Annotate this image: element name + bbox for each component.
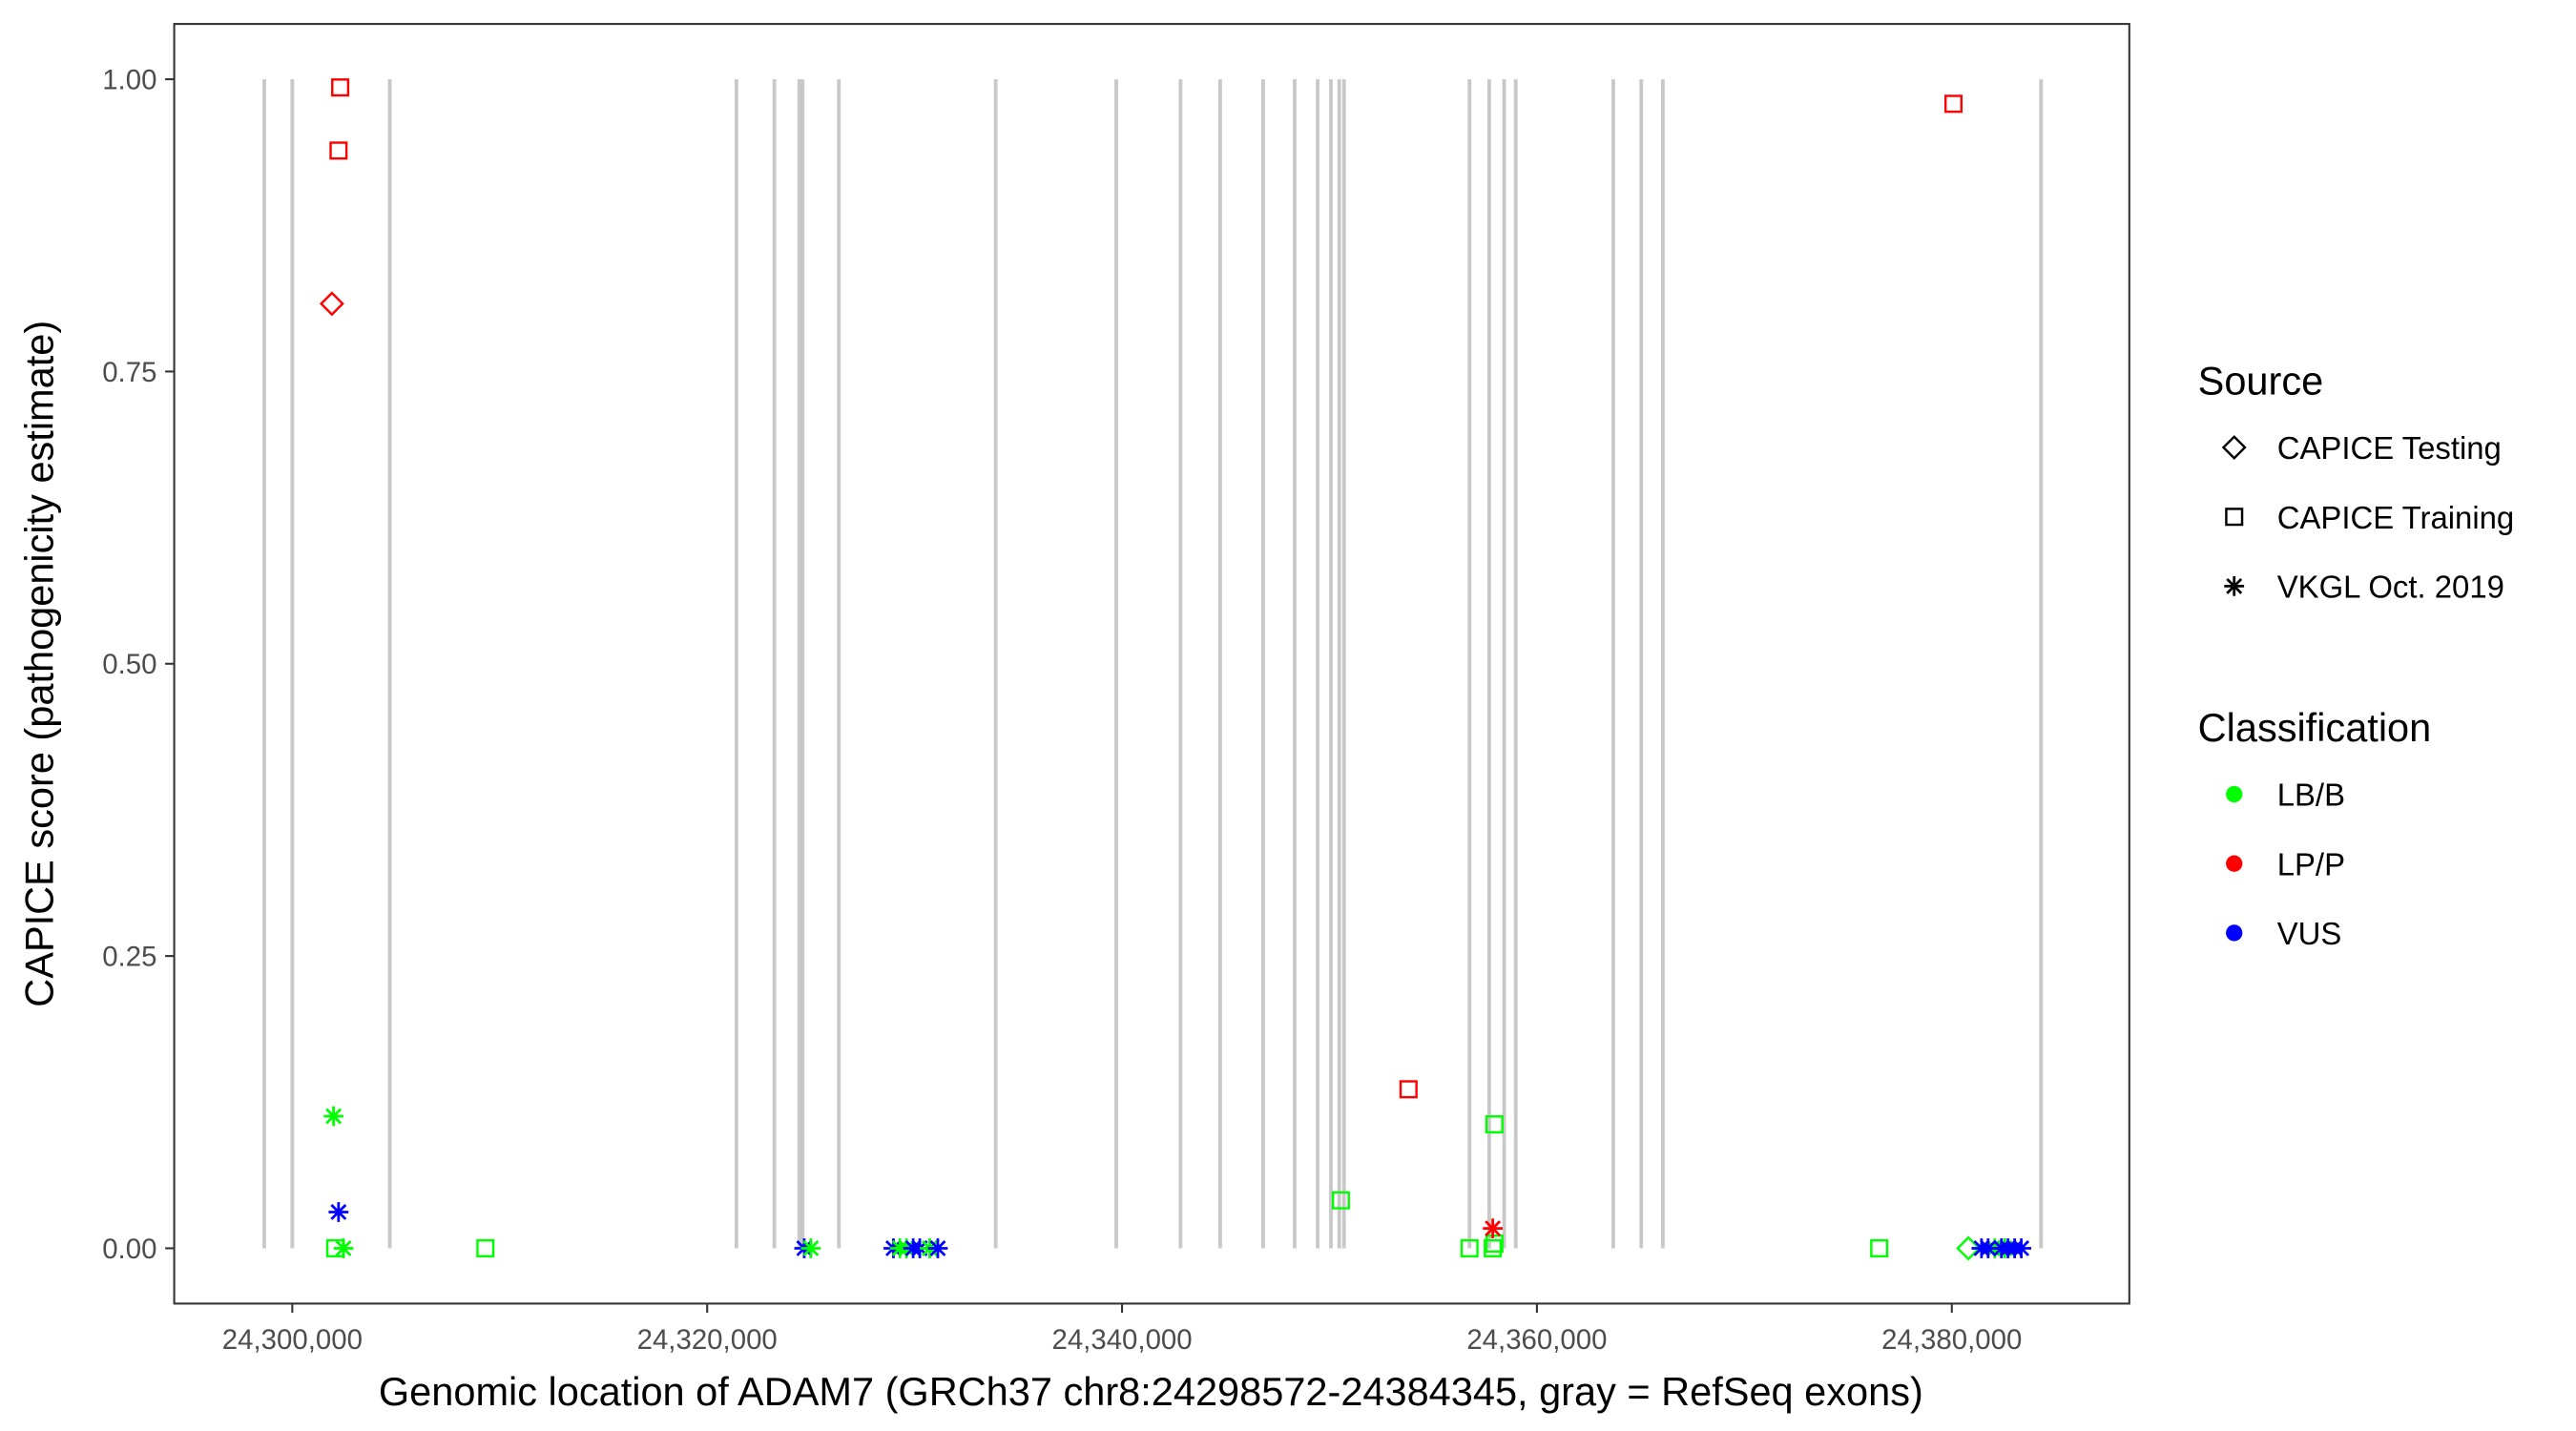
- y-tick-label: 0.50: [102, 649, 156, 680]
- data-point: [1399, 1080, 1418, 1099]
- legend-square-icon: [2225, 508, 2244, 527]
- data-point: [328, 1202, 349, 1222]
- data-point: [333, 1238, 354, 1258]
- plot-panel: [173, 23, 2130, 1305]
- exon-lines: [262, 79, 2044, 1249]
- data-point: [476, 1238, 495, 1257]
- data-point: [1485, 1115, 1504, 1134]
- square-marker: [2225, 508, 2244, 527]
- y-tick-label: 1.00: [102, 64, 156, 95]
- data-point: [1978, 1238, 1999, 1258]
- data-point: [1484, 1238, 1503, 1257]
- data-point: [927, 1238, 948, 1258]
- asterisk-marker: [333, 1238, 354, 1258]
- data-point: [1460, 1238, 1479, 1257]
- asterisk-marker: [323, 1106, 344, 1127]
- square-marker: [1460, 1238, 1479, 1257]
- legend-source-title: Source: [2198, 359, 2324, 404]
- x-axis-label: Genomic location of ADAM7 (GRCh37 chr8:2…: [379, 1369, 1923, 1414]
- square-marker: [1331, 1191, 1350, 1210]
- square-marker: [1484, 1238, 1503, 1257]
- asterisk-marker: [2011, 1238, 2031, 1258]
- legend-source-label: VKGL Oct. 2019: [2277, 570, 2504, 605]
- legend-dot-icon: [2226, 855, 2243, 872]
- legend-classification-label: LB/B: [2277, 778, 2345, 813]
- data-point: [1483, 1218, 1503, 1239]
- data-point: [1485, 1234, 1504, 1254]
- y-axis-label: CAPICE score (pathogenicity estimate): [16, 321, 61, 1007]
- data-point: [1956, 1235, 1982, 1261]
- x-tick-label: 24,360,000: [1466, 1324, 1607, 1356]
- x-tick-label: 24,300,000: [222, 1324, 363, 1356]
- legend-dot-icon: [2226, 785, 2243, 803]
- x-tick-label: 24,380,000: [1881, 1324, 2022, 1356]
- data-point: [800, 1238, 821, 1258]
- legend-source-label: CAPICE Testing: [2277, 430, 2502, 466]
- data-point: [319, 291, 344, 317]
- square-marker: [331, 78, 350, 97]
- x-tick-label: 24,340,000: [1051, 1324, 1192, 1356]
- diamond-marker: [2221, 435, 2247, 460]
- legend-classification-title: Classification: [2198, 705, 2432, 750]
- legend-classification-label: LP/P: [2277, 846, 2345, 881]
- square-marker: [329, 141, 348, 160]
- x-axis-ticks: 24,300,000 24,320,000 24,340,000 24,360,000…: [222, 1304, 2022, 1356]
- square-marker: [1399, 1080, 1418, 1099]
- diamond-marker: [1956, 1235, 1982, 1261]
- data-point: [909, 1238, 930, 1258]
- legend-asterisk-icon: [2224, 576, 2245, 596]
- data-point: [1331, 1191, 1350, 1210]
- asterisk-marker: [2224, 576, 2245, 596]
- data-point: [323, 1106, 344, 1127]
- data-points: [319, 78, 2031, 1261]
- square-marker: [476, 1238, 495, 1257]
- legend-source-label: CAPICE Training: [2277, 500, 2515, 535]
- diamond-marker: [319, 291, 344, 317]
- data-point: [1943, 94, 1963, 114]
- square-marker: [1485, 1234, 1504, 1254]
- y-axis-ticks: 0.00 0.25 0.50 0.75 1.00: [102, 64, 174, 1265]
- asterisk-marker: [800, 1238, 821, 1258]
- y-tick-label: 0.75: [102, 357, 156, 388]
- x-tick-label: 24,320,000: [637, 1324, 778, 1356]
- data-point: [329, 141, 348, 160]
- legend-classification-label: VUS: [2277, 916, 2342, 951]
- y-tick-label: 0.00: [102, 1234, 156, 1265]
- asterisk-marker: [328, 1202, 349, 1222]
- legend-source: Source CAPICE Testing CAPICE Training VKGL…: [2198, 359, 2515, 605]
- asterisk-marker: [1483, 1218, 1503, 1239]
- data-point: [331, 78, 350, 97]
- asterisk-marker: [1978, 1238, 1999, 1258]
- asterisk-marker: [909, 1238, 930, 1258]
- data-point: [2011, 1238, 2031, 1258]
- data-point: [1870, 1238, 1889, 1257]
- square-marker: [1485, 1115, 1504, 1134]
- square-marker: [1943, 94, 1963, 114]
- square-marker: [1870, 1238, 1889, 1257]
- asterisk-marker: [927, 1238, 948, 1258]
- legend-diamond-icon: [2221, 435, 2247, 460]
- legend-classification: Classification LB/B LP/P VUS: [2198, 705, 2432, 951]
- legend-dot-icon: [2226, 924, 2243, 942]
- y-tick-label: 0.25: [102, 941, 156, 972]
